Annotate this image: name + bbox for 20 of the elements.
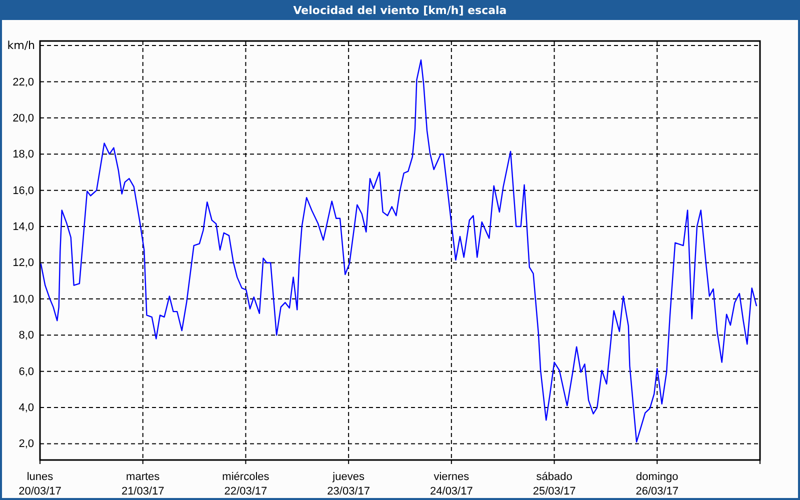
x-tick-label: viernes 24/03/17 — [430, 470, 473, 498]
y-tick-label: 20,0 — [12, 112, 34, 124]
y-tick-label: 22,0 — [12, 76, 34, 88]
y-tick-label: 2,0 — [18, 438, 34, 450]
x-tick-label: miércoles 22/03/17 — [222, 470, 270, 498]
x-tick-label: jueves 23/03/17 — [327, 470, 370, 498]
y-tick-label: 8,0 — [18, 330, 34, 342]
y-axis-title: km/h — [7, 39, 36, 52]
y-tick-label: 6,0 — [18, 366, 34, 378]
y-tick-label: 4,0 — [18, 402, 34, 414]
y-tick-label: 14,0 — [12, 221, 34, 234]
chart-title: Velocidad del viento [km/h] escala — [293, 4, 507, 17]
y-tick-label: 10,0 — [12, 293, 34, 306]
x-tick-label: sábado 25/03/17 — [532, 470, 576, 498]
x-tick-label: domingo 26/03/17 — [636, 470, 679, 498]
y-tick-label: 16,0 — [12, 184, 34, 197]
x-tick-label: martes 21/03/17 — [121, 470, 164, 498]
y-tick-label: 12,0 — [12, 257, 34, 270]
x-tick-label: lunes 20/03/17 — [18, 470, 62, 498]
y-tick-label: 18,0 — [12, 148, 34, 161]
